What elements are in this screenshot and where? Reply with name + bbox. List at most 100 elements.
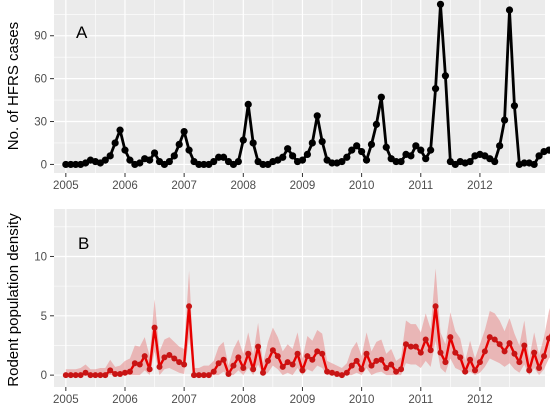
data-point — [151, 324, 158, 331]
x-tick-label: 2006 — [112, 394, 138, 406]
data-point — [308, 139, 316, 147]
data-point — [510, 102, 519, 110]
x-tick-label: 2011 — [408, 394, 433, 406]
data-point — [298, 156, 307, 164]
data-point — [136, 361, 143, 368]
data-point — [116, 126, 124, 134]
data-point — [314, 348, 321, 355]
data-point — [195, 372, 202, 379]
data-point — [234, 157, 242, 166]
data-point — [398, 366, 405, 373]
data-point — [319, 350, 326, 357]
x-tick-label: 2006 — [112, 180, 138, 192]
data-point — [82, 369, 89, 376]
data-point — [205, 372, 212, 379]
data-point — [126, 368, 133, 375]
data-point — [107, 367, 114, 374]
data-point — [67, 160, 75, 169]
data-point — [431, 85, 440, 93]
data-point — [111, 139, 119, 147]
data-point — [180, 127, 188, 136]
data-point — [358, 366, 365, 373]
data-point — [402, 341, 409, 348]
data-point — [377, 93, 385, 101]
data-point — [427, 146, 435, 154]
data-point — [505, 6, 514, 14]
data-point — [436, 0, 445, 8]
data-point — [343, 153, 351, 161]
panel-a-background — [54, 0, 545, 173]
data-point — [200, 160, 208, 169]
data-point — [141, 353, 148, 360]
data-point — [303, 150, 311, 159]
data-point — [511, 350, 518, 357]
data-point — [333, 370, 340, 377]
data-point — [422, 336, 429, 343]
data-point — [244, 100, 252, 108]
data-point — [72, 372, 79, 379]
data-point — [367, 140, 376, 148]
data-point — [176, 359, 183, 366]
data-point — [363, 350, 370, 357]
data-point — [481, 348, 488, 355]
data-point — [170, 152, 178, 160]
data-point — [102, 372, 109, 379]
data-point — [112, 370, 119, 377]
data-point — [165, 157, 173, 166]
data-point — [304, 353, 311, 360]
data-point — [279, 153, 287, 161]
data-point — [412, 142, 420, 150]
panel-a-y-ticks: 0 30 60 90 — [34, 31, 54, 171]
y-tick-label: 60 — [34, 74, 47, 86]
data-point — [318, 137, 326, 146]
data-point — [462, 368, 469, 375]
data-point — [329, 369, 336, 376]
data-point — [117, 370, 124, 377]
panel-b-y-axis-label: Rodent population density — [5, 213, 22, 387]
y-tick-label: 90 — [34, 31, 47, 43]
data-point — [393, 368, 400, 375]
data-point — [284, 145, 292, 153]
data-point — [531, 349, 538, 356]
y-tick-label: 10 — [34, 251, 47, 263]
data-point — [353, 142, 361, 150]
data-point — [97, 372, 104, 379]
data-point — [250, 366, 257, 373]
panel-a-points — [62, 0, 550, 169]
data-point — [181, 361, 188, 368]
data-point — [432, 303, 439, 310]
data-point — [378, 356, 385, 363]
data-point — [407, 152, 415, 160]
data-point — [92, 372, 99, 379]
data-point — [501, 348, 508, 355]
data-point — [171, 355, 178, 362]
panel-a-gridlines — [54, 0, 545, 173]
data-point — [476, 359, 483, 366]
data-point — [343, 369, 350, 376]
data-point — [362, 156, 371, 164]
data-point — [186, 303, 193, 310]
data-point — [382, 143, 390, 151]
panel-b-label: B — [78, 234, 89, 253]
panel-b-points — [62, 303, 550, 379]
data-point — [417, 146, 425, 154]
data-point — [259, 160, 267, 169]
x-tick-label: 2009 — [290, 394, 316, 406]
data-point — [126, 156, 134, 164]
x-tick-label: 2007 — [171, 180, 197, 192]
data-point — [240, 365, 247, 372]
data-point — [245, 350, 252, 357]
data-point — [545, 146, 550, 154]
data-point — [348, 146, 356, 154]
x-tick-label: 2012 — [467, 394, 493, 406]
data-point — [372, 120, 380, 128]
data-point — [368, 362, 375, 369]
data-point — [150, 149, 159, 157]
data-point — [195, 160, 203, 169]
y-tick-label: 30 — [34, 117, 47, 129]
x-tick-label: 2009 — [290, 180, 316, 192]
data-point — [185, 146, 193, 154]
data-point — [121, 146, 129, 154]
